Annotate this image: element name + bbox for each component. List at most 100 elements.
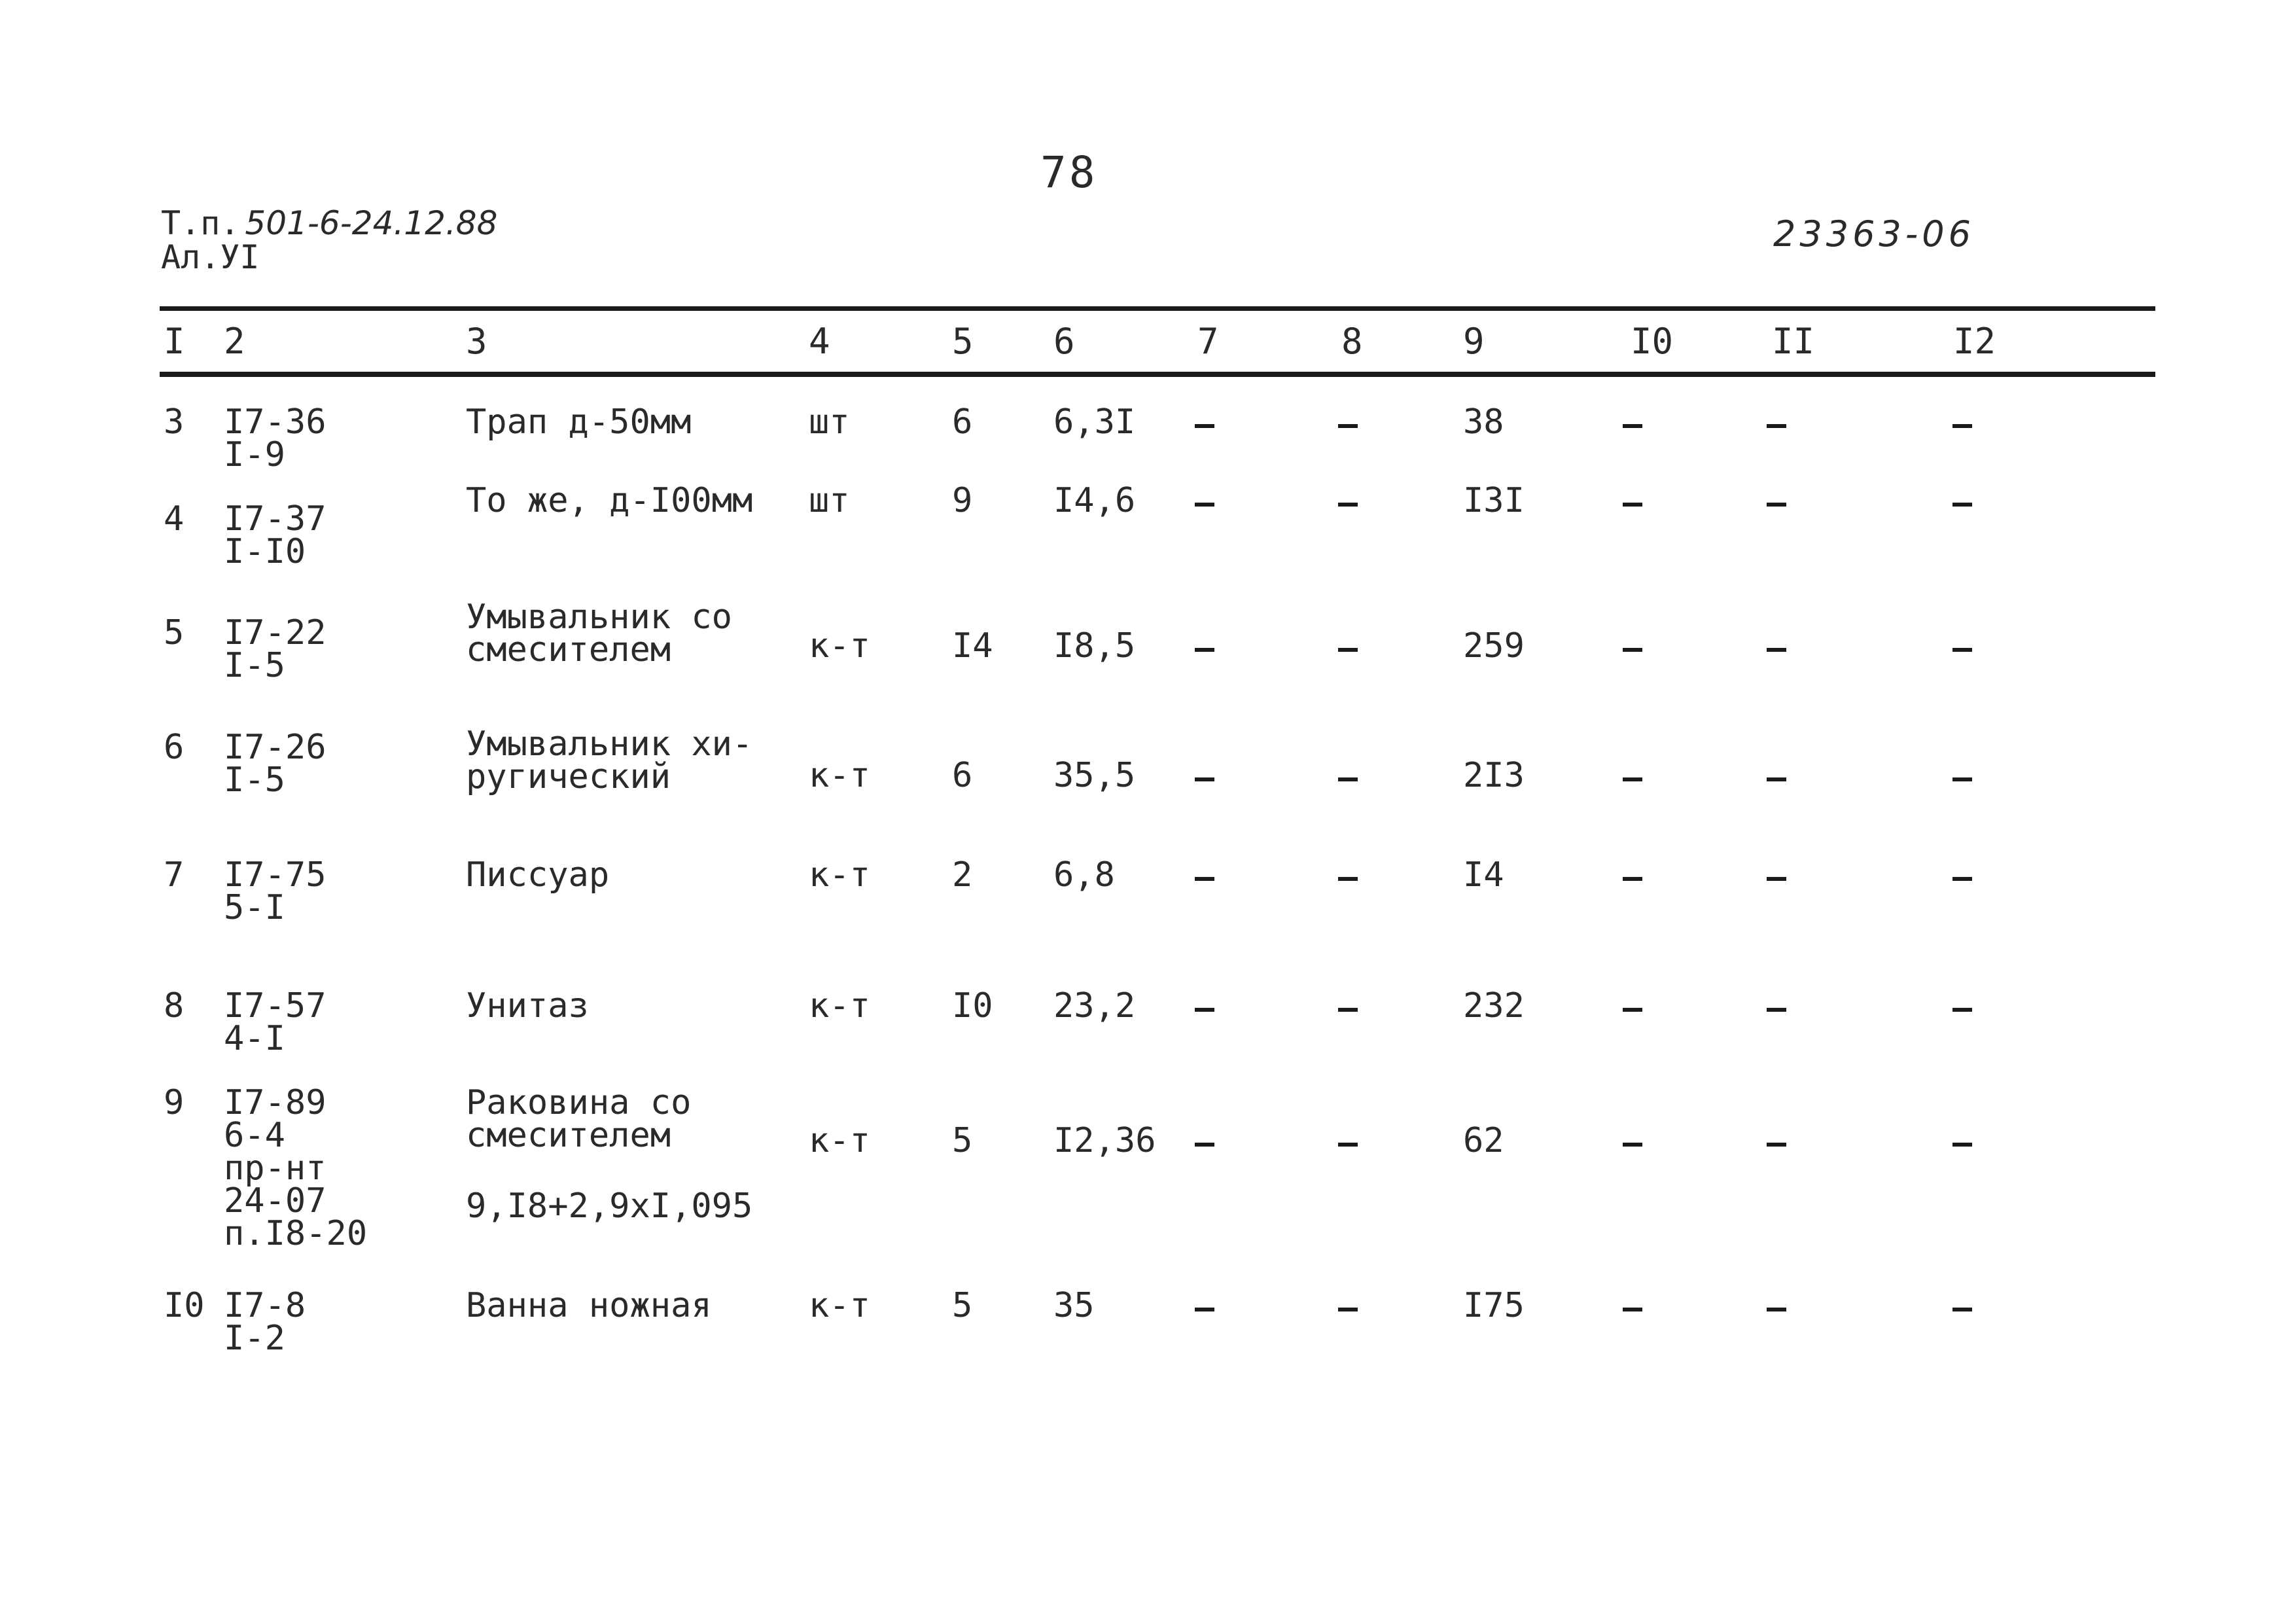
row-code-line: I-5 (224, 760, 285, 800)
row-total: I75 (1463, 1286, 1525, 1325)
dash-mark (1767, 777, 1786, 781)
row-description: Раковина со смесителем (466, 1086, 691, 1152)
row-number: 5 (164, 613, 185, 652)
dash-mark (1338, 877, 1358, 881)
row-code-line: I7-22 (224, 613, 327, 652)
dash-mark (1195, 877, 1214, 881)
row-code-line: I7-37 (224, 499, 327, 539)
header-cell-8: 8 (1341, 321, 1363, 362)
row-total: 38 (1463, 402, 1504, 442)
row-description: Писсуар (466, 855, 610, 895)
header-cell-1: I (164, 321, 185, 362)
header-cell-9: 9 (1463, 321, 1485, 362)
dash-mark (1952, 1008, 1972, 1012)
row-description-line: То же, д-I00мм (466, 481, 753, 520)
dash-mark (1338, 424, 1358, 428)
row-code: I7-26 I-5 (224, 730, 327, 800)
row-description: Умывальник со смесителем (466, 597, 732, 669)
row-code-line: I7-75 (224, 855, 327, 895)
dash-mark (1952, 1308, 1972, 1311)
row-total: I3I (1463, 481, 1525, 520)
row-description: Умывальник хи-ругический (466, 724, 753, 796)
table-header-rule (160, 372, 2155, 377)
row-code-line: п.I8-20 (224, 1214, 368, 1253)
row-unit: к-т (809, 1286, 870, 1325)
row-total: I4 (1463, 855, 1504, 895)
dash-mark (1195, 1308, 1214, 1311)
album-number: Ал.УI (161, 238, 260, 276)
row-description: То же, д-I00мм (466, 481, 753, 520)
dash-mark (1195, 777, 1214, 781)
row-description-line: Умывальник со (466, 597, 732, 637)
dash-mark (1767, 503, 1786, 507)
row-unit: к-т (809, 986, 870, 1026)
header-cell-2: 2 (224, 321, 245, 362)
row-description-line: Умывальник хи- (466, 724, 753, 764)
dash-mark (1767, 1143, 1786, 1147)
row-number: 8 (164, 986, 185, 1026)
row-description-line: ругический (466, 757, 671, 796)
dash-mark (1623, 1008, 1642, 1012)
row-description-line: Писсуар (466, 855, 610, 895)
row-code: I7-22 I-5 (224, 613, 327, 685)
dash-mark (1767, 424, 1786, 428)
project-reference: Т.п. 501-6-24.12.88 (161, 204, 497, 242)
row-description-line: Ванна ножная (466, 1286, 712, 1325)
row-code-line: 24-07 (224, 1181, 327, 1221)
row-code-line: I-5 (224, 646, 285, 685)
dash-mark (1338, 777, 1358, 781)
dash-mark (1195, 648, 1214, 652)
row-unit: шт (809, 481, 850, 520)
dash-mark (1338, 1308, 1358, 1311)
row-code-line: I7-57 (224, 986, 327, 1026)
row-description: Трап д-50мм (466, 405, 691, 439)
dash-mark (1952, 777, 1972, 781)
row-code: I7-75 5-I (224, 855, 327, 927)
row-quantity: 2 (952, 855, 973, 895)
row-unit: шт (809, 402, 850, 442)
dash-mark (1338, 648, 1358, 652)
header-cell-3: 3 (466, 321, 487, 362)
row-total: 232 (1463, 986, 1525, 1026)
row-description-line: смесителем (466, 630, 671, 669)
row-total: 2I3 (1463, 756, 1525, 795)
row-formula: 9,I8+2,9xI,095 (466, 1186, 753, 1226)
dash-mark (1952, 503, 1972, 507)
row-quantity: I0 (952, 986, 993, 1026)
row-number: 4 (164, 499, 185, 539)
dash-mark (1952, 1143, 1972, 1147)
row-total: 259 (1463, 626, 1525, 666)
row-total: 62 (1463, 1121, 1504, 1160)
row-rate: I2,36 (1053, 1121, 1156, 1160)
dash-mark (1195, 424, 1214, 428)
table-top-rule (160, 306, 2155, 311)
dash-mark (1195, 1008, 1214, 1012)
row-description-line: Раковина со (466, 1083, 692, 1122)
row-code-line: 6-4 (224, 1116, 285, 1155)
row-description: Ванна ножная (466, 1286, 712, 1325)
document-code: 23363-06 (1773, 213, 1975, 255)
dash-mark (1623, 1308, 1642, 1311)
row-quantity: 6 (952, 756, 973, 795)
dash-mark (1623, 648, 1642, 652)
row-code: I7-57 4-I (224, 986, 327, 1056)
row-code-line: I-9 (224, 435, 285, 474)
row-number: 7 (164, 855, 185, 895)
row-code-line: I7-8 (224, 1286, 306, 1325)
dash-mark (1952, 877, 1972, 881)
row-quantity: 6 (952, 402, 973, 442)
header-cell-10: I0 (1631, 321, 1674, 362)
row-number: 6 (164, 728, 185, 767)
dash-mark (1338, 1008, 1358, 1012)
row-number: 3 (164, 402, 185, 442)
dash-mark (1623, 777, 1642, 781)
project-prefix: Т.п. (161, 204, 240, 242)
row-rate: 6,3I (1053, 402, 1136, 442)
row-code-line: I-2 (224, 1319, 285, 1358)
dash-mark (1338, 1143, 1358, 1147)
dash-mark (1195, 503, 1214, 507)
row-code-line: 5-I (224, 888, 285, 927)
row-rate: 35,5 (1053, 756, 1136, 795)
row-quantity: 5 (952, 1286, 973, 1325)
dash-mark (1338, 503, 1358, 507)
